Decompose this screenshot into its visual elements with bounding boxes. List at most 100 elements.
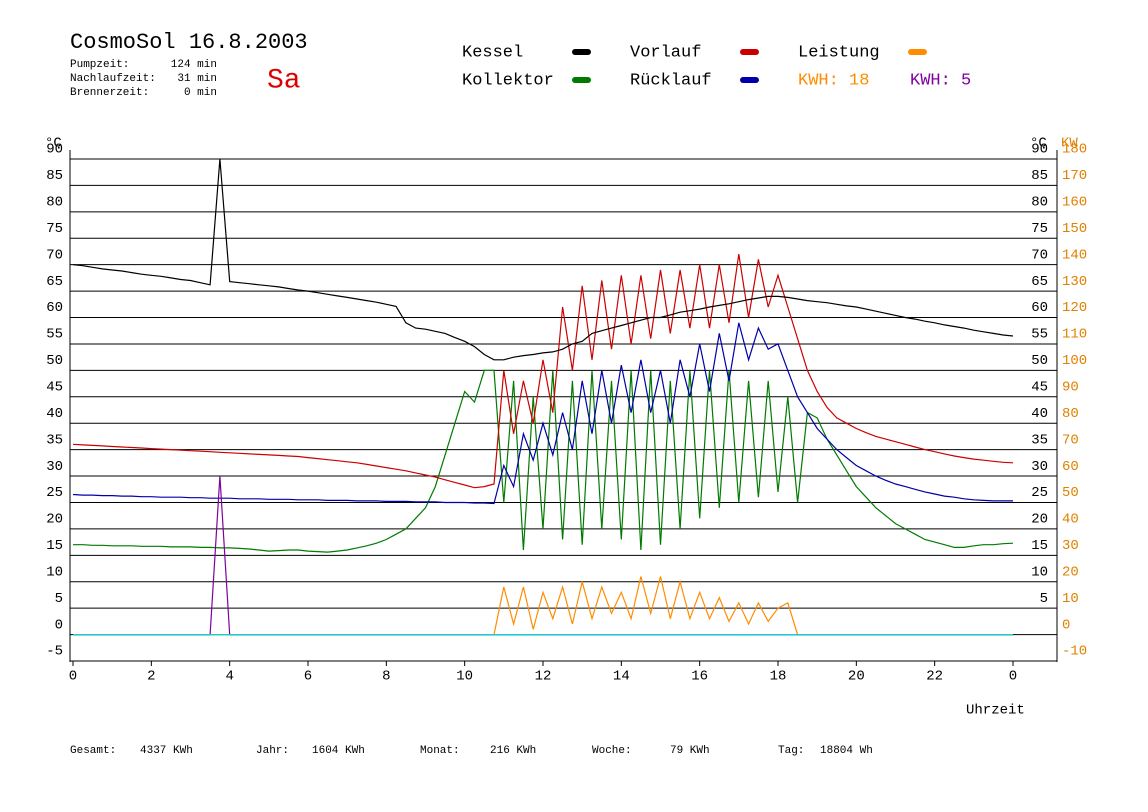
y-tick-label: 80 bbox=[46, 195, 63, 211]
series-line bbox=[72, 254, 1014, 489]
x-tick-label: 12 bbox=[535, 669, 552, 685]
y-tick-label: 30 bbox=[46, 459, 63, 475]
total-value: 4337 KWh bbox=[140, 745, 193, 757]
y2-tick-label: 160 bbox=[1062, 195, 1087, 211]
y-tick-label: 70 bbox=[46, 247, 63, 263]
y-tick-label: 50 bbox=[46, 353, 63, 369]
y-right-tick-label: 65 bbox=[1031, 274, 1048, 290]
y-tick-label: 45 bbox=[46, 379, 63, 395]
y2-tick-label: 130 bbox=[1062, 274, 1087, 290]
total-value: 18804 Wh bbox=[820, 745, 873, 757]
x-tick-label: 2 bbox=[147, 669, 155, 685]
y-tick-label: -5 bbox=[46, 644, 63, 660]
y2-tick-label: 180 bbox=[1062, 142, 1087, 158]
info-label: Pumpzeit: bbox=[70, 59, 129, 71]
y-right-tick-label: 60 bbox=[1031, 300, 1048, 316]
series-line bbox=[73, 369, 1014, 553]
y-right-tick-label: 70 bbox=[1031, 247, 1048, 263]
y-right-tick-label: 10 bbox=[1031, 564, 1048, 580]
y2-tick-label: 170 bbox=[1062, 168, 1087, 184]
info-value: 124 min bbox=[171, 59, 217, 71]
info-label: Nachlaufzeit: bbox=[70, 73, 156, 85]
y-right-tick-label: 75 bbox=[1031, 221, 1048, 237]
y-tick-label: 25 bbox=[46, 485, 63, 501]
x-tick-label: 22 bbox=[926, 669, 943, 685]
y2-tick-label: 0 bbox=[1062, 617, 1070, 633]
y-tick-label: 75 bbox=[46, 221, 63, 237]
x-tick-label: 18 bbox=[770, 669, 787, 685]
total-label: Gesamt: bbox=[70, 745, 116, 757]
info-label: Brennerzeit: bbox=[70, 87, 149, 99]
x-tick-label: 4 bbox=[225, 669, 233, 685]
y2-tick-label: 60 bbox=[1062, 459, 1079, 475]
y-right-tick-label: 55 bbox=[1031, 327, 1048, 343]
x-tick-label: 8 bbox=[382, 669, 390, 685]
y-right-tick-label: 5 bbox=[1040, 591, 1048, 607]
y2-tick-label: 30 bbox=[1062, 538, 1079, 554]
info-value: 0 min bbox=[184, 87, 217, 99]
day-label: Sa bbox=[267, 65, 301, 96]
legend-label: Leistung bbox=[798, 43, 880, 62]
y-right-tick-label: 20 bbox=[1031, 512, 1048, 528]
y2-tick-label: 80 bbox=[1062, 406, 1079, 422]
y2-tick-label: 150 bbox=[1062, 221, 1087, 237]
total-label: Monat: bbox=[420, 745, 460, 757]
y-tick-label: 40 bbox=[46, 406, 63, 422]
total-value: 216 KWh bbox=[490, 745, 536, 757]
legend-label: Rücklauf bbox=[630, 71, 712, 90]
y-tick-label: 20 bbox=[46, 512, 63, 528]
y-right-tick-label: 85 bbox=[1031, 168, 1048, 184]
total-value: 1604 KWh bbox=[312, 745, 365, 757]
y2-tick-label: 20 bbox=[1062, 564, 1079, 580]
y2-axis-label: KW bbox=[1061, 136, 1078, 152]
y2-tick-label: 50 bbox=[1062, 485, 1079, 501]
y-right-axis-label: °C bbox=[1030, 136, 1047, 152]
kwh-label: KWH: 5 bbox=[910, 71, 971, 90]
y-tick-label: 10 bbox=[46, 564, 63, 580]
total-label: Woche: bbox=[592, 745, 632, 757]
y-axis-label: °C bbox=[45, 136, 62, 152]
y2-tick-label: 110 bbox=[1062, 327, 1087, 343]
x-tick-label: 0 bbox=[1009, 669, 1017, 685]
legend-label: Kessel bbox=[462, 43, 523, 62]
y2-tick-label: 10 bbox=[1062, 591, 1079, 607]
y-tick-label: 85 bbox=[46, 168, 63, 184]
total-value: 79 KWh bbox=[670, 745, 710, 757]
series-line bbox=[72, 158, 1014, 361]
y2-tick-label: 90 bbox=[1062, 379, 1079, 395]
chart-title: CosmoSol 16.8.2003 bbox=[70, 30, 308, 55]
y-right-tick-label: 30 bbox=[1031, 459, 1048, 475]
y-tick-label: 35 bbox=[46, 432, 63, 448]
y-tick-label: 90 bbox=[46, 142, 63, 158]
y-right-tick-label: 25 bbox=[1031, 485, 1048, 501]
y2-tick-label: -10 bbox=[1062, 644, 1087, 660]
y-tick-label: 60 bbox=[46, 300, 63, 316]
y2-tick-label: 70 bbox=[1062, 432, 1079, 448]
y-right-tick-label: 45 bbox=[1031, 379, 1048, 395]
y2-tick-label: 100 bbox=[1062, 353, 1087, 369]
y2-tick-label: 40 bbox=[1062, 512, 1079, 528]
kwh-label: KWH: 18 bbox=[798, 71, 869, 90]
info-value: 31 min bbox=[177, 73, 217, 85]
x-tick-label: 0 bbox=[69, 669, 77, 685]
x-tick-label: 6 bbox=[304, 669, 312, 685]
total-label: Jahr: bbox=[256, 745, 289, 757]
y-tick-label: 65 bbox=[46, 274, 63, 290]
y-right-tick-label: 90 bbox=[1031, 142, 1048, 158]
y-right-tick-label: 50 bbox=[1031, 353, 1048, 369]
y2-tick-label: 120 bbox=[1062, 300, 1087, 316]
y-right-tick-label: 80 bbox=[1031, 195, 1048, 211]
y2-tick-label: 140 bbox=[1062, 247, 1087, 263]
legend-label: Kollektor bbox=[462, 71, 554, 90]
y-tick-label: 5 bbox=[55, 591, 63, 607]
y-right-tick-label: 35 bbox=[1031, 432, 1048, 448]
x-axis-label: Uhrzeit bbox=[966, 703, 1025, 719]
x-tick-label: 14 bbox=[613, 669, 630, 685]
total-label: Tag: bbox=[778, 745, 804, 757]
x-tick-label: 20 bbox=[848, 669, 865, 685]
y-tick-label: 15 bbox=[46, 538, 63, 554]
y-right-tick-label: 40 bbox=[1031, 406, 1048, 422]
y-right-tick-label: 15 bbox=[1031, 538, 1048, 554]
x-tick-label: 16 bbox=[691, 669, 708, 685]
